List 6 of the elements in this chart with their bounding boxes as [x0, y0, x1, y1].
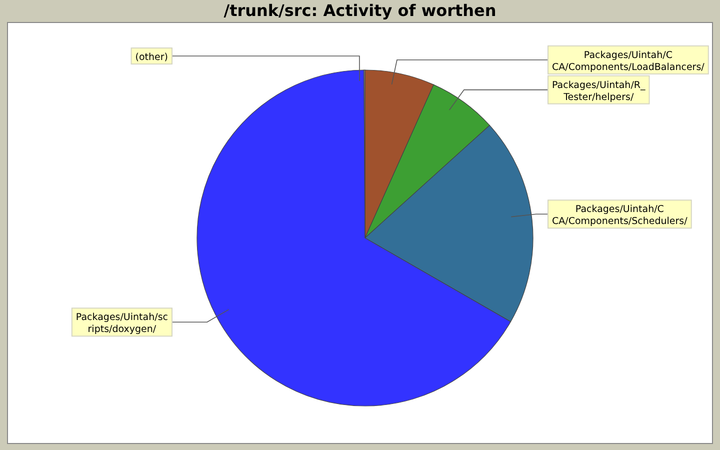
slice-label: Packages/Uintah/CCA/Components/Schedulers/ [552, 204, 688, 228]
chart-title: /trunk/src: Activity of worthen [222, 1, 498, 21]
slice-label: Packages/Uintah/CCA/Components/LoadBalancers/ [552, 50, 706, 73]
slice-label: (other) [135, 52, 168, 63]
slice-label: Packages/Uintah/scripts/doxygen/ [76, 312, 168, 336]
slice-label: Packages/Uintah/R_Tester/helpers/ [552, 80, 646, 103]
